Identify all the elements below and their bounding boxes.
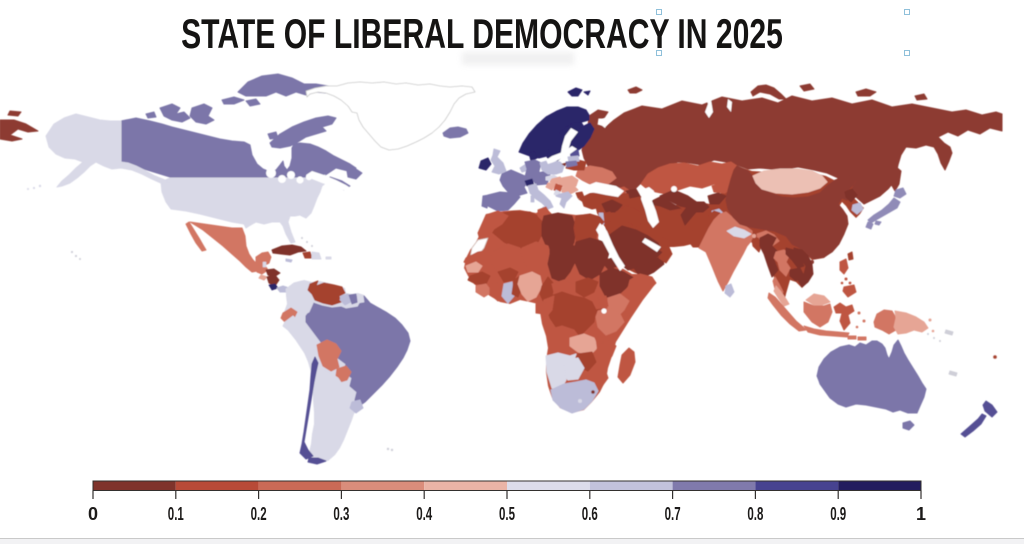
svg-text:0.7: 0.7 bbox=[665, 504, 681, 524]
svg-text:0.8: 0.8 bbox=[747, 504, 763, 524]
svg-text:0: 0 bbox=[88, 504, 98, 524]
svg-text:1: 1 bbox=[916, 504, 926, 524]
svg-text:0.4: 0.4 bbox=[416, 504, 432, 524]
svg-text:0.5: 0.5 bbox=[499, 504, 515, 524]
svg-text:0.1: 0.1 bbox=[168, 504, 184, 524]
svg-text:0.3: 0.3 bbox=[333, 504, 349, 524]
svg-text:0.6: 0.6 bbox=[582, 504, 598, 524]
svg-text:0.9: 0.9 bbox=[830, 504, 846, 524]
svg-text:0.2: 0.2 bbox=[251, 504, 267, 524]
